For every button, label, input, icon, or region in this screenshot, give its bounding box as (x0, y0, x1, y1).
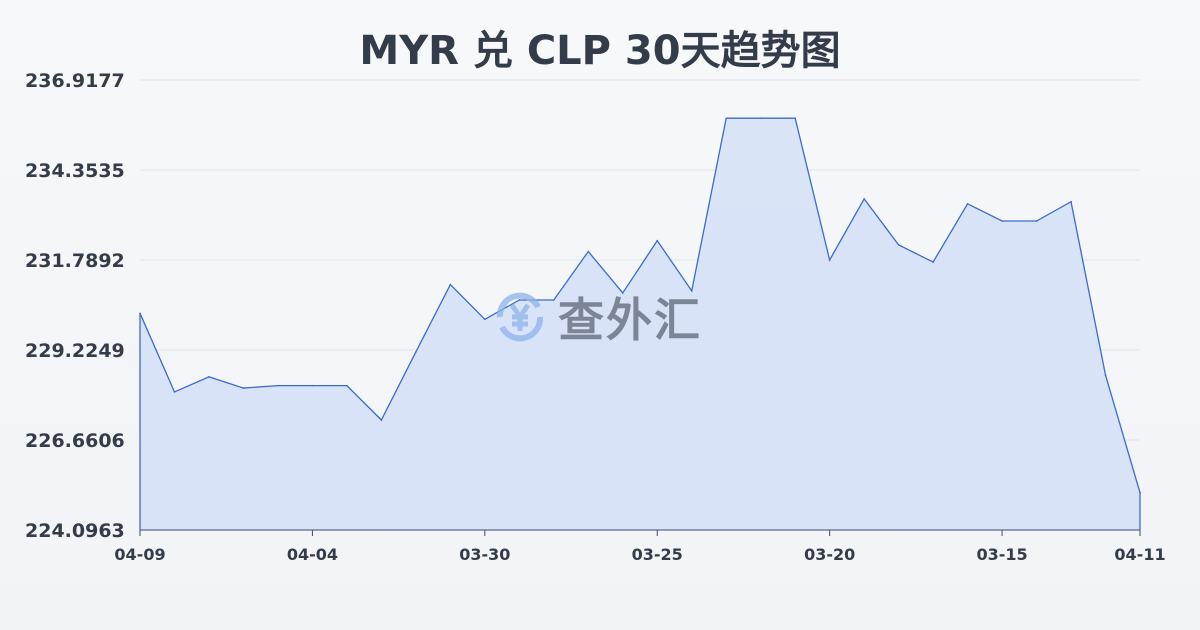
data-point (587, 250, 590, 253)
data-point (311, 384, 314, 387)
data-point (1001, 220, 1003, 222)
y-tick-label: 236.9177 (25, 70, 125, 92)
data-point (518, 299, 521, 301)
x-tick-label: 03-15 (976, 545, 1027, 564)
data-point (242, 387, 245, 389)
data-point (415, 351, 417, 353)
chart-title: MYR 兑 CLP 30天趋势图 (359, 28, 841, 74)
data-point (484, 318, 486, 321)
watermark-text: 查外汇 (558, 293, 702, 347)
data-point (690, 290, 693, 292)
data-point (759, 117, 762, 119)
y-tick-label: 226.6606 (25, 430, 125, 452)
data-point (621, 292, 624, 294)
y-tick-label: 229.2249 (25, 340, 125, 362)
data-point (966, 203, 969, 205)
x-tick-label: 03-20 (804, 545, 855, 564)
yen-exchange-icon (496, 292, 544, 342)
y-tick-label: 231.7892 (25, 250, 125, 272)
data-point (656, 239, 659, 242)
data-point (449, 283, 452, 286)
x-tick-label: 04-09 (114, 545, 165, 564)
data-point (380, 419, 383, 421)
data-point (828, 259, 831, 261)
data-point (139, 312, 141, 315)
x-tick-label: 04-11 (1114, 545, 1165, 564)
x-tick-label: 03-30 (459, 545, 510, 564)
data-point (1070, 200, 1072, 203)
data-point (173, 391, 176, 393)
data-point (1035, 220, 1038, 222)
area-fill (140, 118, 1140, 530)
data-point (1104, 374, 1107, 376)
data-point (277, 384, 279, 387)
series-line (139, 117, 1141, 493)
data-point (346, 384, 348, 387)
data-point (552, 299, 555, 301)
data-point (725, 117, 728, 119)
y-tick-label: 234.3535 (25, 160, 125, 182)
x-tick-label: 03-25 (632, 545, 683, 564)
watermark: 查外汇 (490, 284, 702, 350)
x-tick-label: 04-04 (287, 545, 338, 564)
data-point (932, 261, 934, 263)
data-point (1139, 491, 1141, 494)
data-point (208, 376, 210, 378)
data-point (897, 244, 900, 246)
data-point (863, 198, 865, 200)
data-point (794, 117, 796, 119)
y-tick-label: 224.0963 (25, 520, 125, 542)
